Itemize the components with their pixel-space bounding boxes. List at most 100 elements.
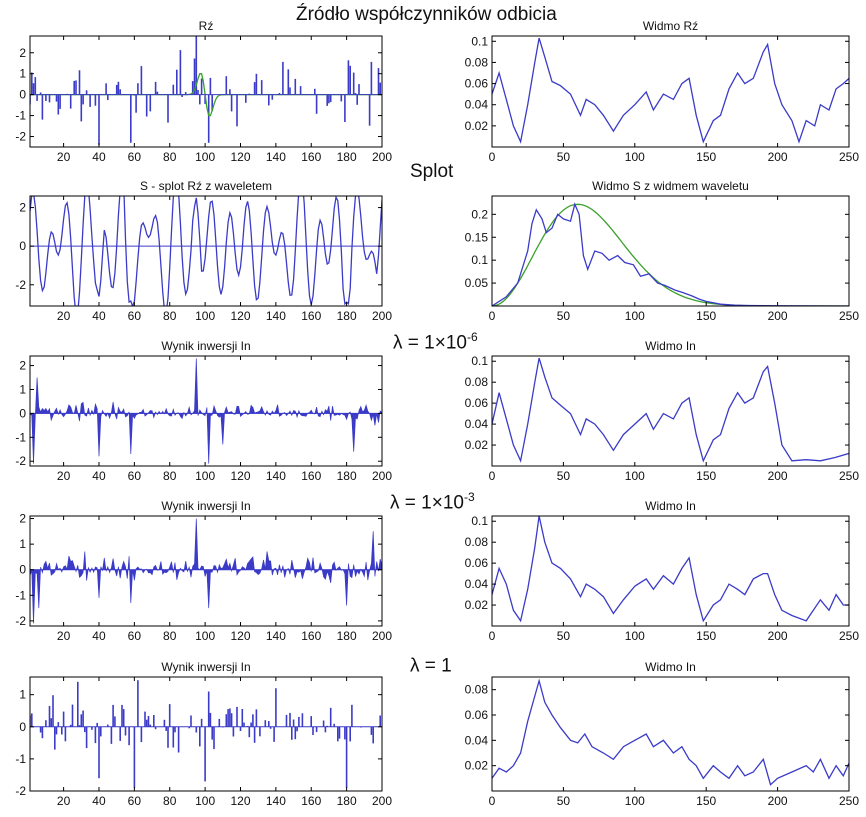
y-tick-label: 1 — [19, 67, 26, 81]
x-tick-label: 250 — [839, 469, 859, 483]
plot-area — [30, 680, 382, 788]
x-tick-label: 100 — [195, 794, 215, 808]
x-tick-label: 100 — [195, 309, 215, 323]
x-tick-label: 180 — [337, 309, 357, 323]
series-fill — [30, 358, 382, 464]
x-tick-label: 180 — [337, 469, 357, 483]
y-tick-label: 0.1 — [471, 514, 488, 528]
chart-title: Wynik inwersji In — [161, 660, 250, 674]
lambda-label-2: λ = 1×10-3 — [390, 490, 475, 514]
x-tick-label: 50 — [557, 150, 571, 164]
y-tick-label: 0.02 — [465, 438, 489, 452]
chart-title: Widmo In — [645, 660, 696, 674]
y-tick-label: 0.06 — [465, 708, 489, 722]
x-tick-label: 40 — [92, 150, 106, 164]
axes-frame — [491, 515, 850, 627]
x-tick-label: 180 — [337, 150, 357, 164]
x-tick-label: 250 — [839, 309, 859, 323]
x-tick-label: 60 — [128, 794, 142, 808]
chart-title: Wynik inwersji In — [161, 339, 250, 353]
y-tick-label: 0 — [19, 563, 26, 577]
axes-frame — [491, 676, 850, 792]
x-tick-label: 100 — [625, 629, 645, 643]
y-tick-label: 0.15 — [465, 230, 489, 244]
y-tick-label: -1 — [15, 430, 26, 444]
chart-panel-2: Widmo Rź 0 50 100 150 200 250 0.02 0.04 0.06 0.08 0… — [465, 19, 860, 164]
x-tick-label: 160 — [301, 150, 321, 164]
x-tick-label: 80 — [163, 469, 177, 483]
x-tick-label: 150 — [696, 794, 716, 808]
x-tick-label: 120 — [230, 309, 250, 323]
x-tick-label: 20 — [57, 150, 71, 164]
x-tick-label: 60 — [128, 469, 142, 483]
x-tick-label: 140 — [266, 469, 286, 483]
x-tick-label: 180 — [337, 794, 357, 808]
y-tick-label: -2 — [15, 614, 26, 628]
x-tick-label: 150 — [696, 309, 716, 323]
x-tick-label: 150 — [696, 150, 716, 164]
plot-area — [30, 518, 382, 624]
x-tick-label: 60 — [128, 309, 142, 323]
chart-title: Widmo In — [645, 339, 696, 353]
x-tick-label: 250 — [839, 150, 859, 164]
x-tick-label: 100 — [195, 629, 215, 643]
plot-area — [492, 516, 849, 623]
series-line-1 — [492, 357, 849, 463]
x-tick-label: 200 — [372, 150, 392, 164]
x-tick-label: 20 — [57, 469, 71, 483]
x-tick-label: 200 — [372, 469, 392, 483]
plot-area — [492, 678, 849, 786]
x-tick-label: 40 — [92, 469, 106, 483]
y-tick-label: -1 — [15, 109, 26, 123]
x-tick-label: 80 — [163, 794, 177, 808]
x-tick-label: 60 — [128, 150, 142, 164]
chart-panel-8: Widmo In 0 50 100 150 200 250 0.02 0.04 0.06 0.08 0… — [465, 499, 860, 643]
y-tick-label: 0 — [19, 239, 26, 253]
chart-title: S - splot Rź z waveletem — [140, 179, 272, 193]
x-tick-label: 200 — [768, 309, 788, 323]
x-tick-label: 180 — [337, 629, 357, 643]
y-tick-label: 0.08 — [465, 535, 489, 549]
x-tick-label: 200 — [372, 629, 392, 643]
x-tick-label: 40 — [92, 309, 106, 323]
y-tick-label: 0.1 — [471, 34, 488, 48]
chart-title: Wynik inwersji In — [161, 499, 250, 513]
y-tick-label: 0.06 — [465, 556, 489, 570]
y-tick-label: 2 — [19, 46, 26, 60]
y-tick-label: 0.1 — [471, 253, 488, 267]
x-tick-label: 50 — [557, 309, 571, 323]
y-tick-label: 2 — [19, 512, 26, 526]
y-tick-label: 1 — [19, 537, 26, 551]
x-tick-label: 140 — [266, 794, 286, 808]
y-tick-label: 0.02 — [465, 598, 489, 612]
x-tick-label: 50 — [557, 629, 571, 643]
plot-area — [30, 196, 382, 306]
x-tick-label: 120 — [230, 469, 250, 483]
chart-panel-4: Widmo S z widmem waveletu 0 50 100 150 200 250… — [465, 179, 860, 323]
plot-area — [492, 357, 849, 463]
y-tick-label: -2 — [15, 454, 26, 468]
x-tick-label: 50 — [557, 469, 571, 483]
axes-frame — [491, 195, 850, 307]
x-tick-label: 200 — [768, 469, 788, 483]
x-tick-label: 200 — [372, 309, 392, 323]
series-fill — [30, 518, 382, 624]
y-tick-label: -1 — [15, 588, 26, 602]
main-title: Źródło współczynników odbicia — [296, 4, 557, 25]
series-line-2 — [492, 202, 849, 306]
x-tick-label: 140 — [266, 150, 286, 164]
x-tick-label: 250 — [839, 794, 859, 808]
x-tick-label: 100 — [625, 309, 645, 323]
y-tick-label: 0.2 — [471, 207, 488, 221]
y-tick-label: 0.08 — [465, 55, 489, 69]
chart-title: Rź — [199, 19, 214, 33]
y-tick-label: -2 — [15, 130, 26, 144]
axes-frame — [29, 195, 383, 307]
y-tick-label: 0.04 — [465, 577, 489, 591]
lambda-label-1: λ = 1×10-6 — [393, 330, 478, 354]
x-tick-label: 0 — [489, 629, 496, 643]
x-tick-label: 40 — [92, 794, 106, 808]
